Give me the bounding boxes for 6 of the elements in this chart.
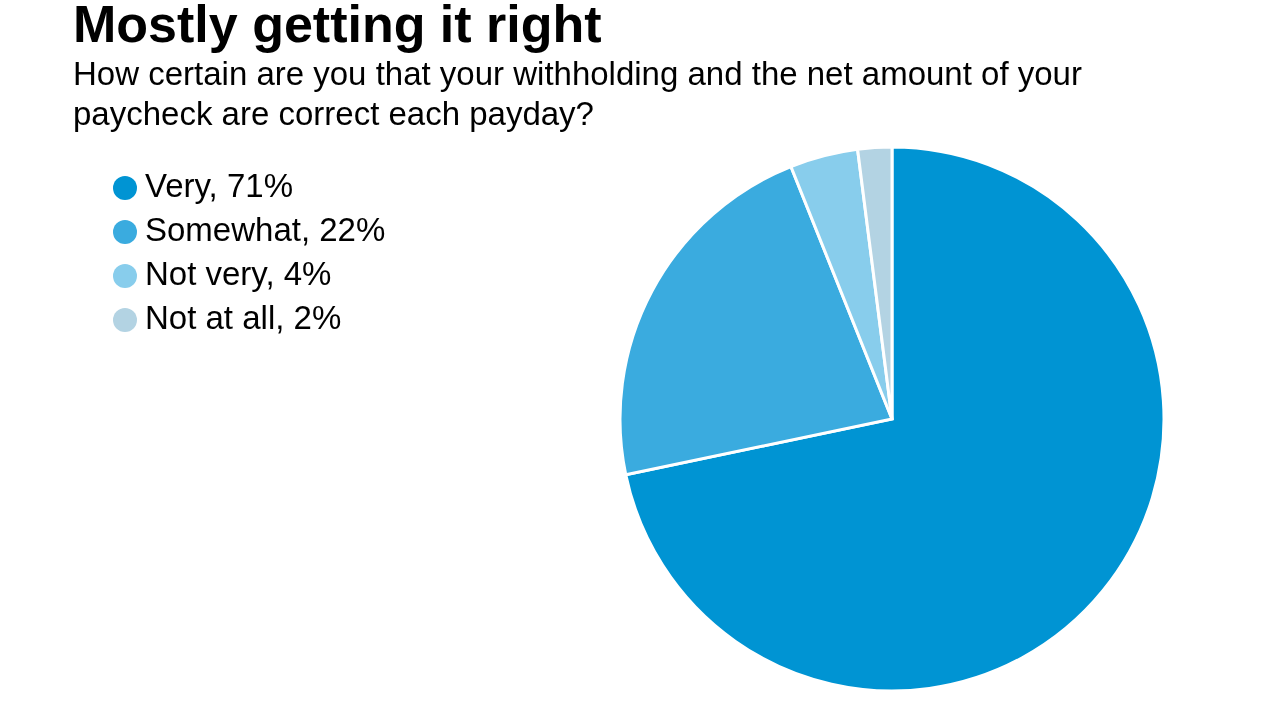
legend-label: Very, 71% [145, 167, 293, 204]
legend-label: Not at all, 2% [145, 299, 342, 336]
legend-label: Somewhat, 22% [145, 211, 386, 248]
chart-title: Mostly getting it right [73, 0, 603, 53]
legend-label: Not very, 4% [145, 255, 332, 292]
chart-subtitle: How certain are you that your withholding and the net amount of your paycheck are correct each payday? [73, 54, 1083, 134]
